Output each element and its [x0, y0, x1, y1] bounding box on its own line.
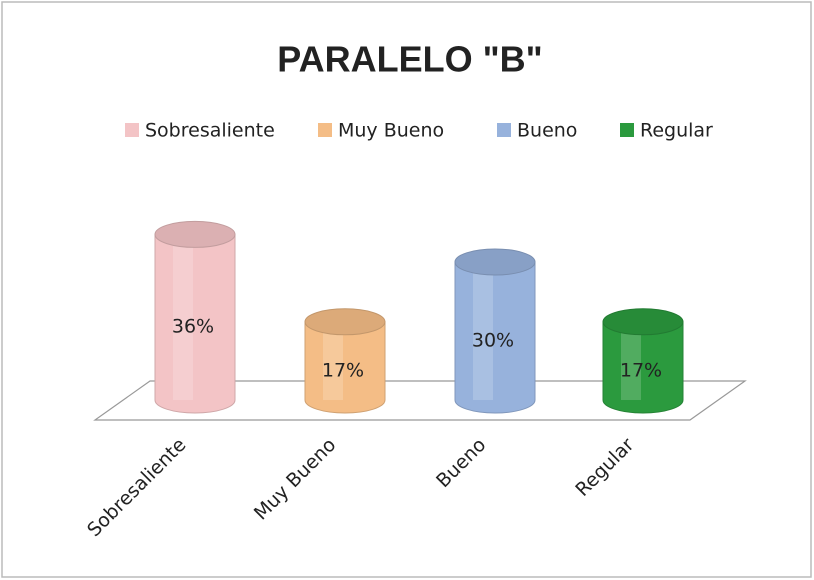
bar-top [454, 248, 536, 276]
bar-top [154, 220, 236, 248]
legend-label: Muy Bueno [338, 120, 444, 142]
value-label: 30% [472, 330, 514, 352]
bar [602, 321, 684, 414]
legend-swatch [125, 123, 139, 137]
chart-title: PARALELO "B" [277, 39, 542, 80]
bar-highlight [173, 234, 193, 400]
legend-swatch [497, 123, 511, 137]
bar-top [602, 308, 684, 336]
bar-top [304, 308, 386, 336]
legend-swatch [620, 123, 634, 137]
bar [154, 233, 236, 414]
value-label: 17% [620, 359, 662, 381]
value-label: 36% [172, 316, 214, 338]
floor [93, 380, 747, 421]
bar [454, 261, 536, 414]
bar-highlight [323, 321, 343, 400]
legend-label: Regular [640, 120, 713, 142]
bar [304, 321, 386, 414]
bar-highlight [473, 262, 493, 400]
bar-highlight [621, 321, 641, 400]
legend-swatch [318, 123, 332, 137]
legend-label: Bueno [517, 120, 577, 142]
value-label: 17% [322, 359, 364, 381]
legend-label: Sobresaliente [145, 120, 275, 142]
